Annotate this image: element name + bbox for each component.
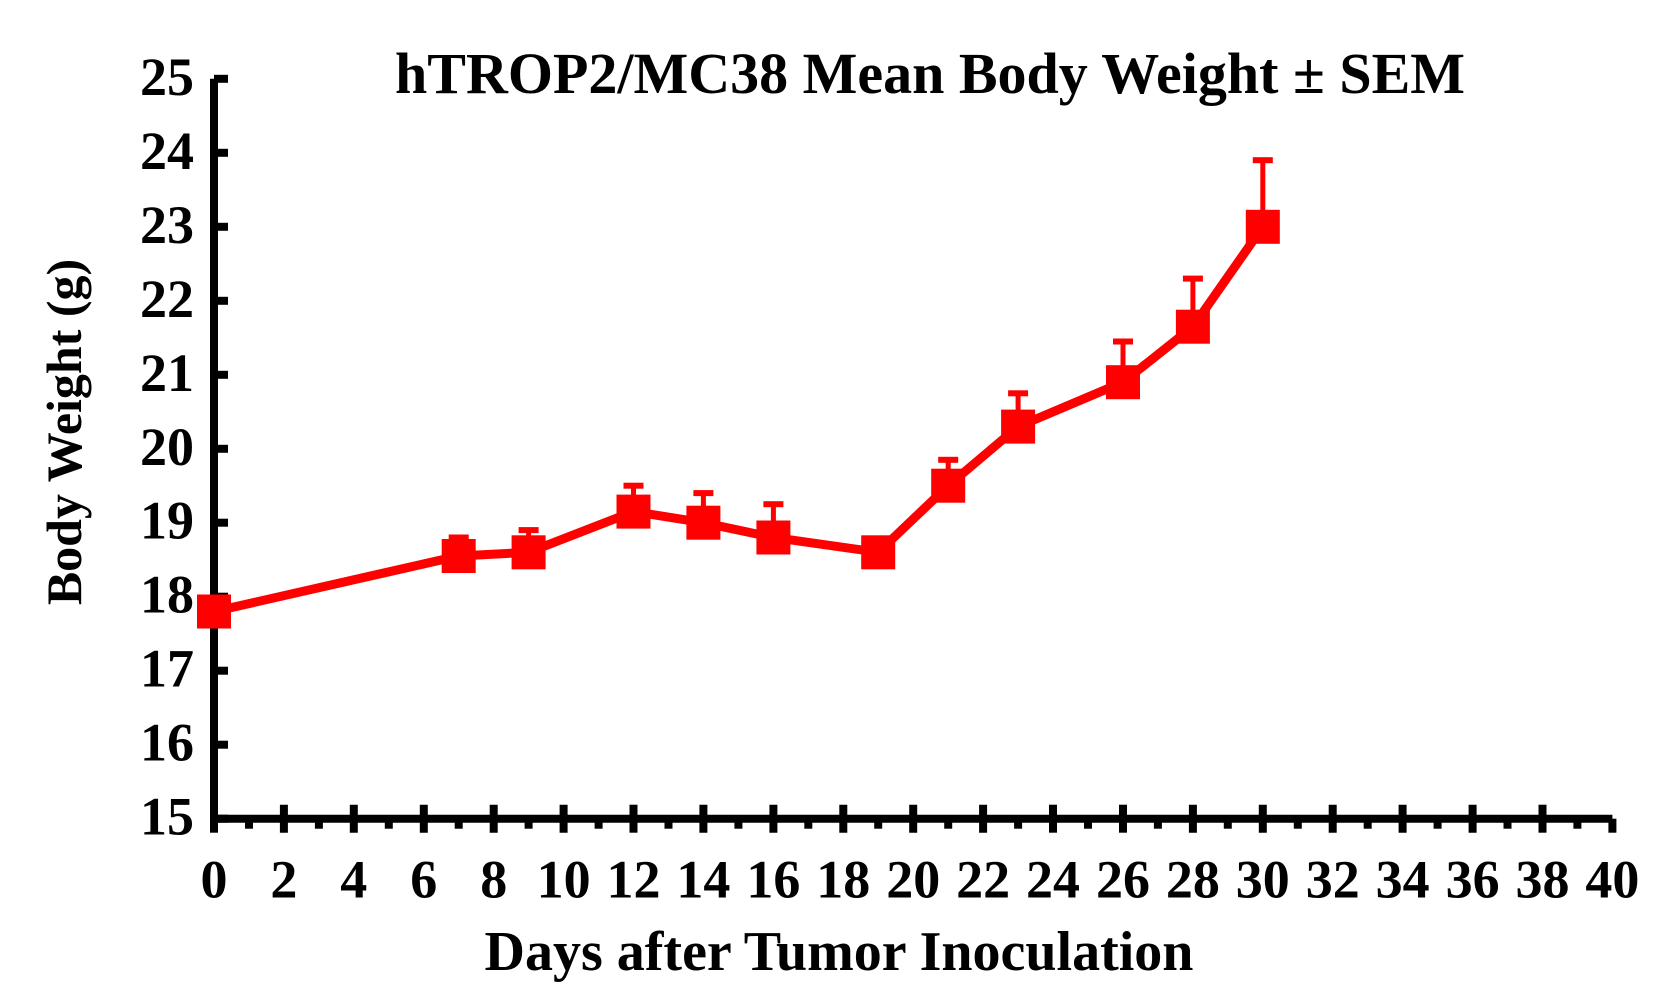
- svg-text:6: 6: [410, 850, 437, 910]
- svg-text:34: 34: [1376, 850, 1430, 910]
- svg-text:8: 8: [480, 850, 507, 910]
- svg-text:38: 38: [1516, 850, 1570, 910]
- svg-text:22: 22: [956, 850, 1010, 910]
- svg-text:10: 10: [537, 850, 591, 910]
- svg-text:2: 2: [270, 850, 297, 910]
- svg-text:26: 26: [1096, 850, 1150, 910]
- svg-text:20: 20: [140, 417, 194, 477]
- svg-text:0: 0: [201, 850, 228, 910]
- svg-text:21: 21: [140, 343, 194, 403]
- svg-text:22: 22: [140, 269, 194, 329]
- svg-text:14: 14: [676, 850, 730, 910]
- svg-text:4: 4: [340, 850, 367, 910]
- svg-text:24: 24: [140, 121, 194, 181]
- svg-text:40: 40: [1585, 850, 1639, 910]
- svg-text:24: 24: [1026, 850, 1080, 910]
- svg-text:36: 36: [1446, 850, 1500, 910]
- svg-text:16: 16: [746, 850, 800, 910]
- svg-text:20: 20: [886, 850, 940, 910]
- svg-text:16: 16: [140, 713, 194, 773]
- svg-text:28: 28: [1166, 850, 1220, 910]
- svg-text:12: 12: [607, 850, 661, 910]
- svg-text:32: 32: [1306, 850, 1360, 910]
- svg-text:17: 17: [140, 639, 194, 699]
- svg-text:15: 15: [140, 787, 194, 847]
- svg-text:18: 18: [816, 850, 870, 910]
- svg-text:30: 30: [1236, 850, 1290, 910]
- svg-text:23: 23: [140, 195, 194, 255]
- svg-text:19: 19: [140, 491, 194, 551]
- svg-text:18: 18: [140, 565, 194, 625]
